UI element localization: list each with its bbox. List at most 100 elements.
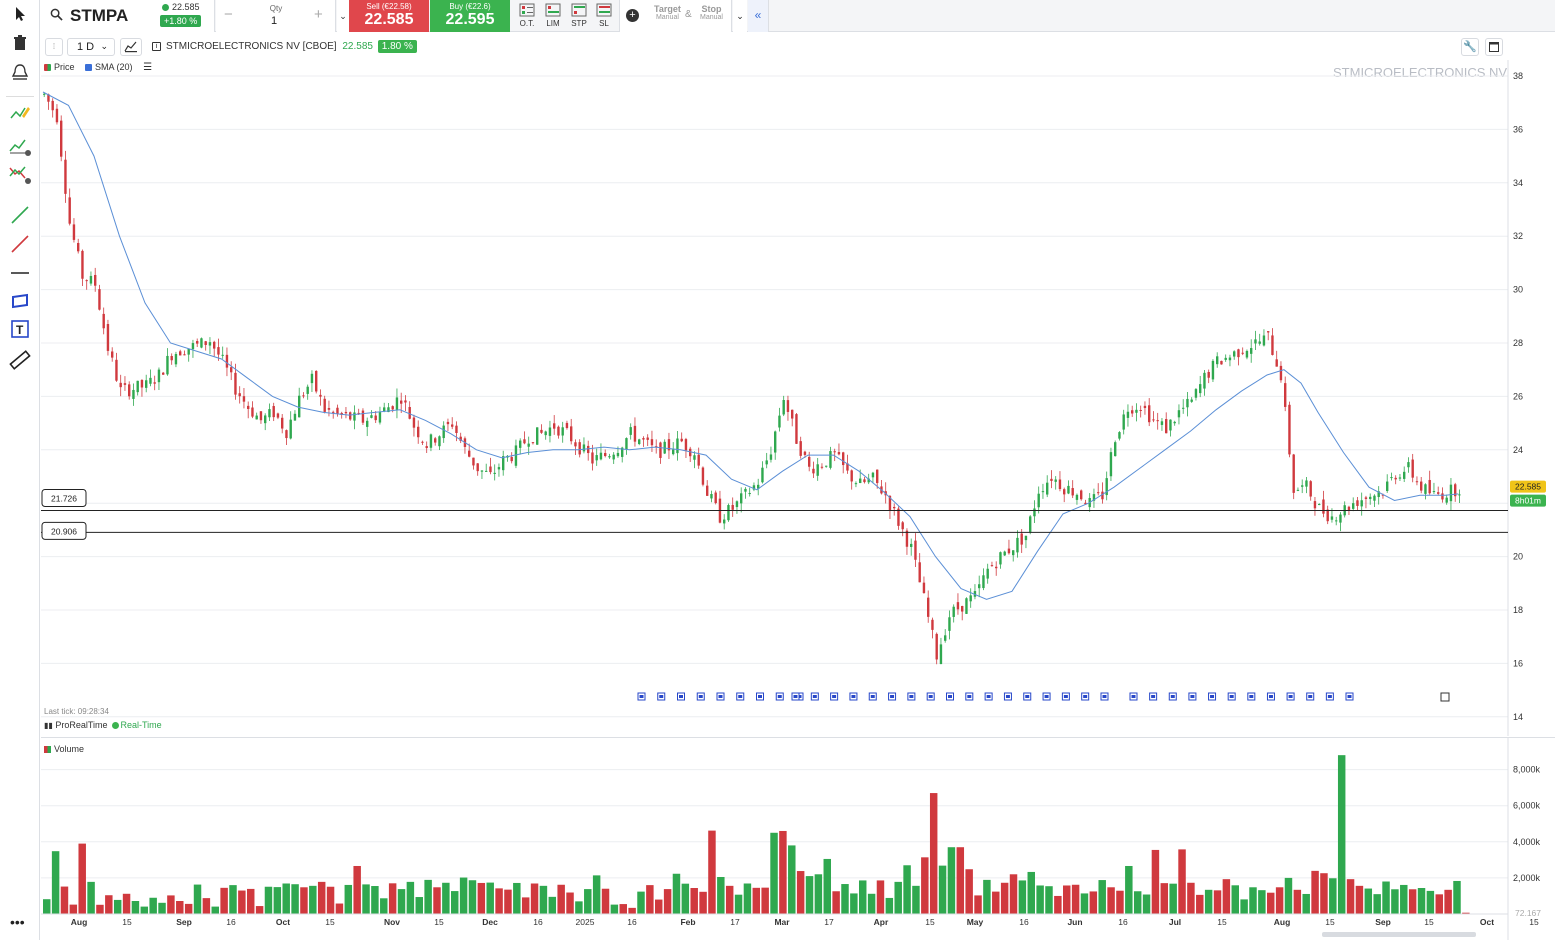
candle-body[interactable]	[1279, 365, 1283, 381]
volume-bar[interactable]	[521, 897, 530, 914]
volume-bar[interactable]	[459, 877, 468, 914]
volume-bar[interactable]	[282, 883, 290, 914]
candle-body[interactable]	[837, 452, 841, 455]
candle-body[interactable]	[761, 467, 764, 483]
candle-body[interactable]	[871, 472, 875, 478]
volume-bar[interactable]	[1453, 880, 1461, 914]
volume-bar[interactable]	[477, 882, 486, 914]
volume-bar[interactable]	[60, 886, 69, 914]
candle-body[interactable]	[162, 372, 165, 375]
candle-body[interactable]	[1105, 478, 1108, 496]
candle-body[interactable]	[595, 455, 598, 461]
candle-body[interactable]	[905, 530, 909, 547]
candle-body[interactable]	[115, 359, 118, 381]
candle-body[interactable]	[735, 501, 739, 508]
volume-bar[interactable]	[176, 901, 184, 914]
candle-body[interactable]	[187, 348, 190, 355]
qty-decrease-button[interactable]: −	[224, 6, 233, 23]
candle-body[interactable]	[897, 508, 900, 526]
volume-bar[interactable]	[876, 880, 885, 914]
candle-body[interactable]	[234, 372, 237, 395]
candle-body[interactable]	[166, 355, 169, 375]
volume-bar[interactable]	[131, 901, 140, 914]
volume-bar[interactable]	[495, 888, 503, 914]
volume-bar[interactable]	[1063, 885, 1071, 914]
sma-line[interactable]	[42, 91, 1459, 600]
candle-body[interactable]	[43, 93, 46, 95]
candle-body[interactable]	[1109, 452, 1113, 477]
candle-body[interactable]	[128, 384, 131, 397]
candle-body[interactable]	[1131, 410, 1134, 414]
candle-body[interactable]	[1407, 462, 1410, 468]
volume-bar[interactable]	[646, 885, 654, 914]
candle-body[interactable]	[1441, 493, 1444, 500]
candle-body[interactable]	[455, 425, 458, 434]
candle-body[interactable]	[969, 595, 972, 602]
volume-bar[interactable]	[486, 882, 494, 914]
candle-body[interactable]	[1016, 537, 1019, 553]
volume-bar[interactable]	[894, 881, 902, 914]
candle-body[interactable]	[153, 382, 156, 384]
volume-bar[interactable]	[1284, 877, 1293, 914]
candle-body[interactable]	[876, 469, 879, 484]
candle-body[interactable]	[1449, 484, 1453, 502]
candle-body[interactable]	[629, 427, 632, 435]
volume-bar[interactable]	[655, 899, 663, 914]
candle-body[interactable]	[731, 504, 734, 510]
candle-body[interactable]	[1245, 350, 1249, 358]
wrench-settings-icon[interactable]: 🔧	[1461, 38, 1479, 56]
volume-bar[interactable]	[1036, 885, 1044, 914]
candle-body[interactable]	[157, 369, 161, 383]
volume-bar[interactable]	[149, 897, 157, 914]
candle-body[interactable]	[1381, 494, 1385, 496]
candle-body[interactable]	[527, 443, 530, 447]
candle-body[interactable]	[323, 398, 326, 412]
volume-bar[interactable]	[1329, 878, 1337, 914]
candle-body[interactable]	[808, 456, 811, 467]
candle-body[interactable]	[306, 386, 309, 394]
candle-body[interactable]	[344, 411, 348, 414]
candle-body[interactable]	[417, 426, 420, 438]
candle-body[interactable]	[361, 410, 365, 423]
candle-body[interactable]	[1296, 489, 1300, 491]
candle-body[interactable]	[281, 417, 284, 429]
volume-bar[interactable]	[841, 884, 849, 914]
volume-bar[interactable]	[734, 894, 743, 914]
candle-body[interactable]	[366, 420, 369, 427]
volume-bar[interactable]	[885, 897, 894, 914]
volume-bar[interactable]	[965, 869, 973, 914]
volume-bar[interactable]	[1417, 888, 1426, 914]
candle-body[interactable]	[1186, 398, 1189, 408]
candle-body[interactable]	[1126, 411, 1130, 418]
candle-body[interactable]	[982, 575, 985, 589]
volume-bar[interactable]	[442, 882, 450, 914]
volume-bar[interactable]	[326, 886, 335, 914]
volume-bar[interactable]	[1302, 893, 1310, 914]
candle-body[interactable]	[242, 396, 246, 402]
candle-body[interactable]	[1254, 339, 1257, 344]
volume-bar[interactable]	[548, 896, 557, 914]
candle-body[interactable]	[259, 411, 263, 421]
candle-body[interactable]	[400, 400, 403, 404]
candle-body[interactable]	[412, 417, 416, 428]
candle-body[interactable]	[1054, 479, 1057, 482]
candle-body[interactable]	[1369, 496, 1372, 500]
candle-body[interactable]	[510, 457, 513, 462]
candle-body[interactable]	[425, 446, 428, 449]
candle-body[interactable]	[642, 438, 645, 440]
volume-bar[interactable]	[78, 843, 86, 914]
candle-body[interactable]	[829, 451, 832, 468]
text-tool-icon[interactable]: T	[9, 320, 31, 342]
candle-body[interactable]	[723, 519, 726, 524]
candle-body[interactable]	[378, 412, 382, 423]
candle-body[interactable]	[1394, 477, 1397, 480]
candle-body[interactable]	[272, 406, 275, 418]
volume-bar[interactable]	[947, 847, 956, 914]
volume-bar[interactable]	[823, 858, 831, 914]
candle-body[interactable]	[1211, 360, 1215, 380]
volume-bar[interactable]	[805, 876, 814, 914]
candle-body[interactable]	[1092, 494, 1096, 501]
volume-bar[interactable]	[619, 904, 627, 914]
ruler-icon[interactable]	[9, 349, 31, 371]
volume-bar[interactable]	[1027, 871, 1035, 914]
